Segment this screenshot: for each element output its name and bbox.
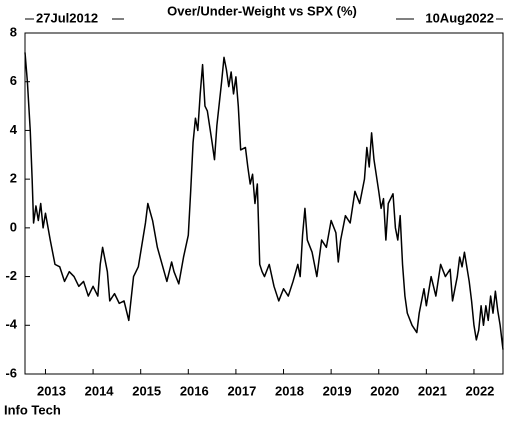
x-tick-label: 2017: [227, 383, 256, 398]
y-tick-label: -6: [5, 365, 17, 380]
plot-frame: [24, 32, 504, 375]
x-tick-label: 2015: [132, 383, 161, 398]
x-tick-label: 2022: [465, 383, 494, 398]
start-date-label: 27Jul2012: [36, 10, 98, 25]
x-tick-label: 2019: [323, 383, 352, 398]
y-tick-label: 2: [10, 171, 17, 186]
footer-label: Info Tech: [4, 402, 61, 417]
y-tick-label: -2: [5, 268, 17, 283]
x-tick-label: 2021: [418, 383, 447, 398]
chart-title: Over/Under-Weight vs SPX (%): [167, 3, 357, 18]
x-tick-label: 2016: [180, 383, 209, 398]
y-tick-label: -4: [5, 317, 17, 332]
data-line: [24, 52, 504, 350]
y-tick-label: 4: [10, 122, 18, 137]
x-tick-label: 2018: [275, 383, 304, 398]
x-tick-label: 2013: [37, 383, 66, 398]
y-tick-label: 6: [10, 73, 17, 88]
end-date-label: 10Aug2022: [425, 10, 494, 25]
x-tick-label: 2014: [85, 383, 115, 398]
x-tick-label: 2020: [370, 383, 399, 398]
y-tick-label: 8: [10, 24, 17, 39]
y-tick-label: 0: [10, 219, 17, 234]
